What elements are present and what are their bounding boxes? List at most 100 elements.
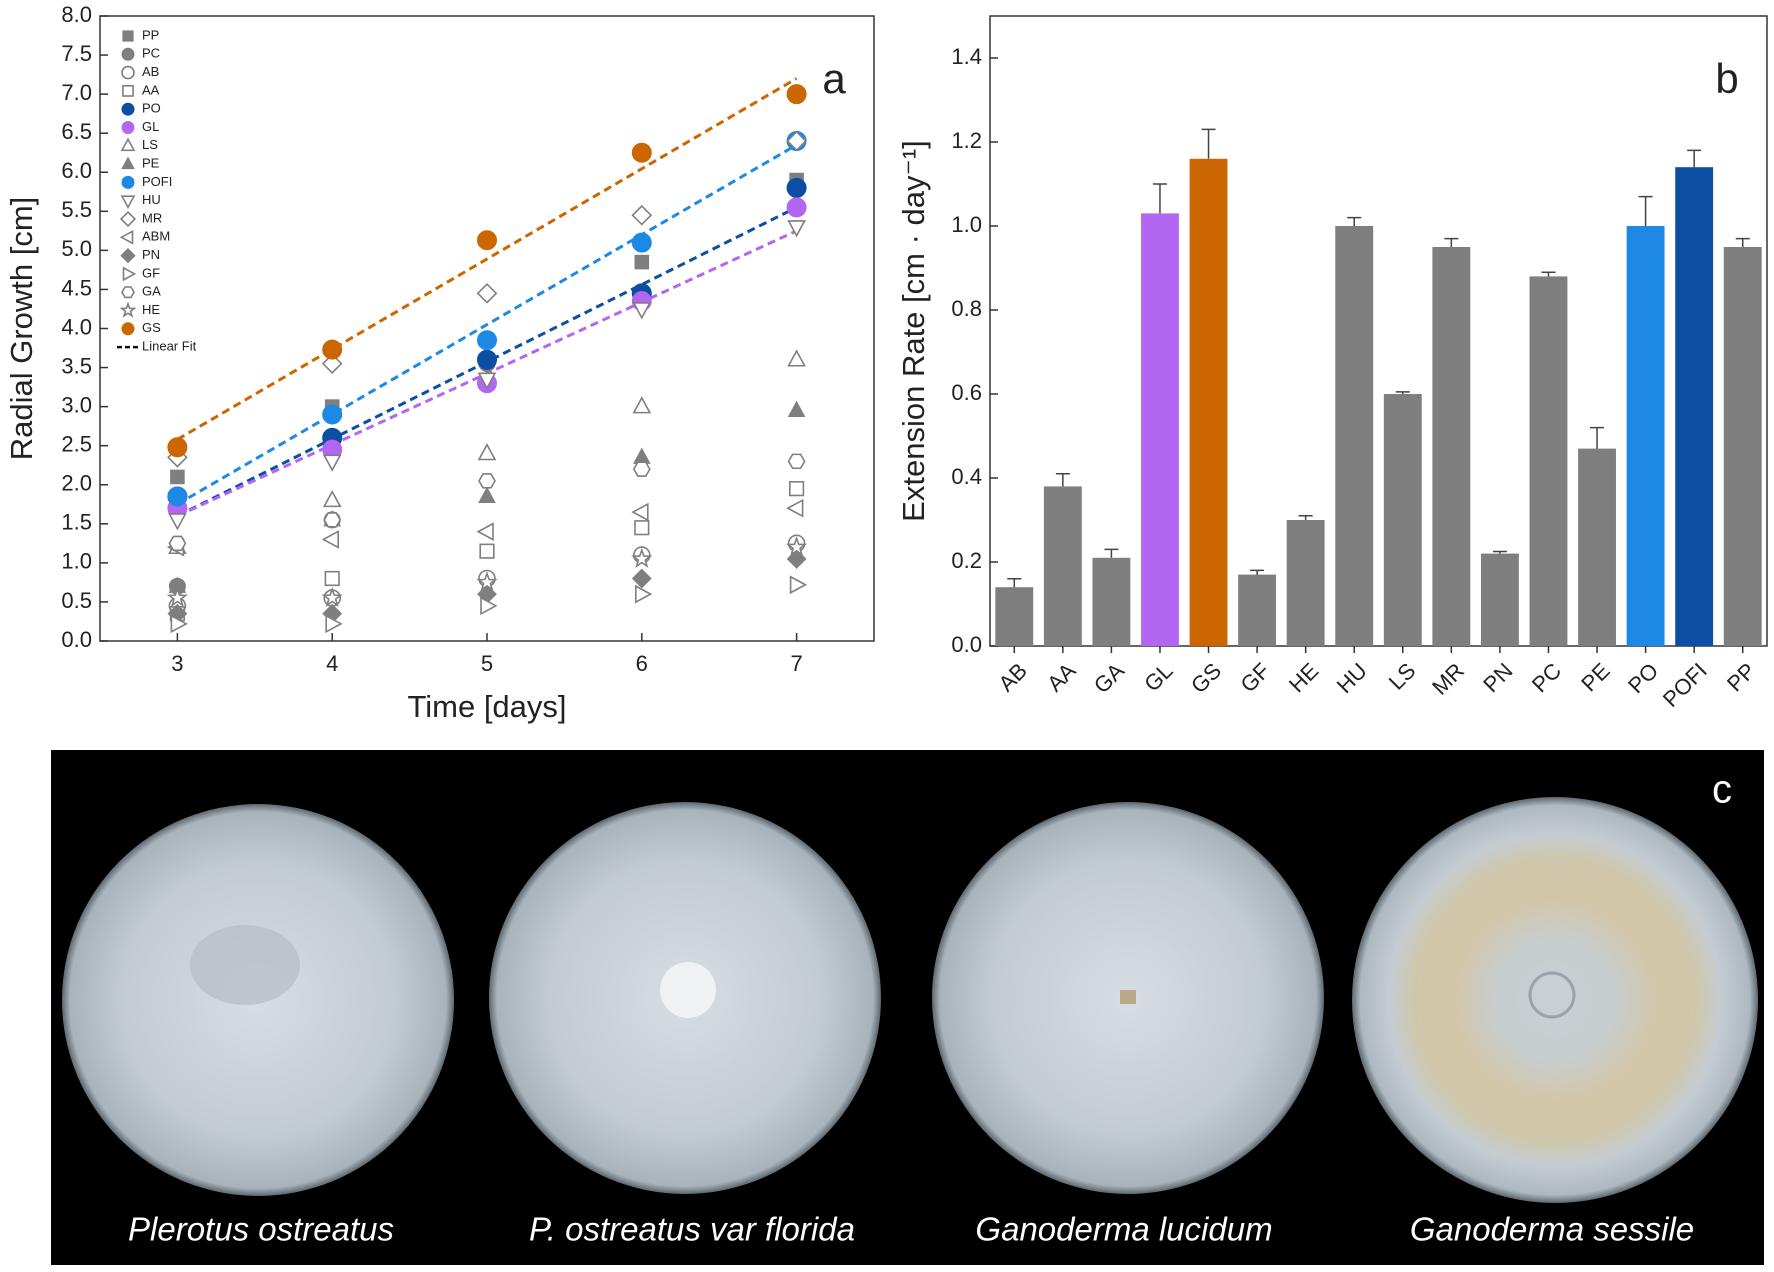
error-bar bbox=[1007, 578, 1022, 588]
error-bar bbox=[1201, 128, 1216, 159]
legend-marker bbox=[121, 286, 135, 299]
legend-marker bbox=[122, 85, 134, 97]
x-tick-label: HU bbox=[1332, 658, 1372, 698]
y-tick-label: 8.0 bbox=[61, 2, 92, 27]
marker bbox=[321, 353, 343, 374]
legend-marker bbox=[119, 301, 137, 318]
y-tick-label: 3.0 bbox=[61, 392, 92, 417]
x-tick-label: POFI bbox=[1658, 658, 1712, 712]
marker bbox=[477, 230, 497, 251]
marker bbox=[167, 486, 188, 507]
legend-label: HE bbox=[142, 302, 160, 317]
marker bbox=[324, 570, 340, 587]
x-axis-title: Time [days] bbox=[407, 689, 566, 724]
x-tick-label: 5 bbox=[481, 651, 493, 676]
legend-label: PC bbox=[142, 46, 160, 61]
panel-label: b bbox=[1715, 55, 1738, 102]
marker bbox=[787, 349, 806, 367]
marker bbox=[632, 461, 651, 477]
legend-label: PP bbox=[142, 27, 159, 42]
colony-center bbox=[190, 925, 300, 1005]
marker bbox=[476, 522, 494, 541]
bar bbox=[1043, 486, 1082, 646]
y-tick-label: 2.5 bbox=[61, 432, 92, 457]
legend-marker bbox=[121, 156, 135, 170]
marker bbox=[786, 549, 807, 569]
x-tick-label: MR bbox=[1427, 658, 1469, 700]
marker bbox=[631, 142, 652, 163]
legend-label: HU bbox=[142, 192, 161, 207]
y-tick-label: 0.8 bbox=[951, 296, 982, 321]
y-axis-title: Radial Growth [cm] bbox=[4, 197, 39, 461]
marker bbox=[786, 84, 807, 105]
error-bar bbox=[1687, 149, 1702, 168]
error-bar bbox=[1055, 473, 1070, 487]
marker bbox=[632, 447, 651, 464]
y-tick-label: 1.0 bbox=[951, 212, 982, 237]
legend-label: MR bbox=[142, 210, 162, 225]
bar bbox=[1189, 158, 1228, 647]
y-tick-label: 7.0 bbox=[61, 80, 92, 105]
legend-label: PE bbox=[142, 156, 160, 171]
marker bbox=[631, 502, 649, 522]
legend-label: GS bbox=[142, 320, 161, 335]
colony-center bbox=[1120, 990, 1136, 1004]
bar bbox=[1335, 226, 1374, 646]
y-axis-title: Extension Rate [cm · day⁻¹] bbox=[896, 140, 931, 522]
series bbox=[166, 536, 808, 608]
bar bbox=[1480, 553, 1519, 646]
marker bbox=[170, 614, 188, 634]
y-tick-label: 6.0 bbox=[61, 158, 92, 183]
bar bbox=[1141, 213, 1179, 646]
legend-marker bbox=[121, 65, 135, 80]
marker bbox=[787, 453, 806, 470]
x-tick-label: GL bbox=[1139, 658, 1177, 696]
marker bbox=[786, 177, 807, 198]
legend-label: Linear Fit bbox=[142, 339, 197, 354]
series bbox=[168, 400, 806, 593]
legend-marker bbox=[121, 175, 135, 189]
x-tick-label: 6 bbox=[636, 651, 648, 676]
marker bbox=[476, 571, 498, 592]
error-bar bbox=[1347, 216, 1362, 226]
marker bbox=[323, 512, 342, 528]
bar bbox=[1383, 394, 1422, 646]
marker bbox=[170, 469, 185, 485]
marker bbox=[168, 535, 187, 552]
legend-label: GA bbox=[142, 284, 161, 299]
bar bbox=[1286, 520, 1325, 646]
series bbox=[170, 172, 804, 485]
legend-marker bbox=[121, 102, 135, 116]
panel-label: c bbox=[1712, 768, 1732, 812]
x-tick-label: AA bbox=[1042, 658, 1081, 697]
error-bar bbox=[1444, 237, 1459, 247]
marker bbox=[786, 197, 807, 218]
marker bbox=[786, 130, 807, 152]
error-bar bbox=[1152, 183, 1167, 214]
marker bbox=[479, 543, 495, 559]
legend-marker bbox=[122, 30, 134, 42]
x-tick-label: PC bbox=[1527, 658, 1566, 697]
marker bbox=[322, 454, 342, 472]
marker bbox=[321, 586, 343, 608]
x-tick-label: 7 bbox=[790, 651, 802, 676]
plot-frame bbox=[989, 15, 1768, 647]
error-bar bbox=[1250, 569, 1265, 575]
x-tick-label: AB bbox=[993, 658, 1031, 696]
bar bbox=[1626, 226, 1665, 646]
marker bbox=[789, 575, 808, 595]
error-bar bbox=[1492, 550, 1507, 554]
marker bbox=[167, 437, 188, 458]
marker bbox=[477, 349, 497, 370]
marker bbox=[477, 330, 497, 351]
legend-marker bbox=[120, 137, 136, 152]
marker bbox=[631, 547, 653, 569]
series bbox=[167, 131, 807, 507]
marker bbox=[787, 400, 806, 418]
x-tick-label: 3 bbox=[171, 651, 183, 676]
legend-marker bbox=[121, 322, 135, 336]
error-bar bbox=[1590, 426, 1605, 449]
bar bbox=[995, 587, 1034, 646]
error-bar bbox=[1395, 391, 1410, 394]
